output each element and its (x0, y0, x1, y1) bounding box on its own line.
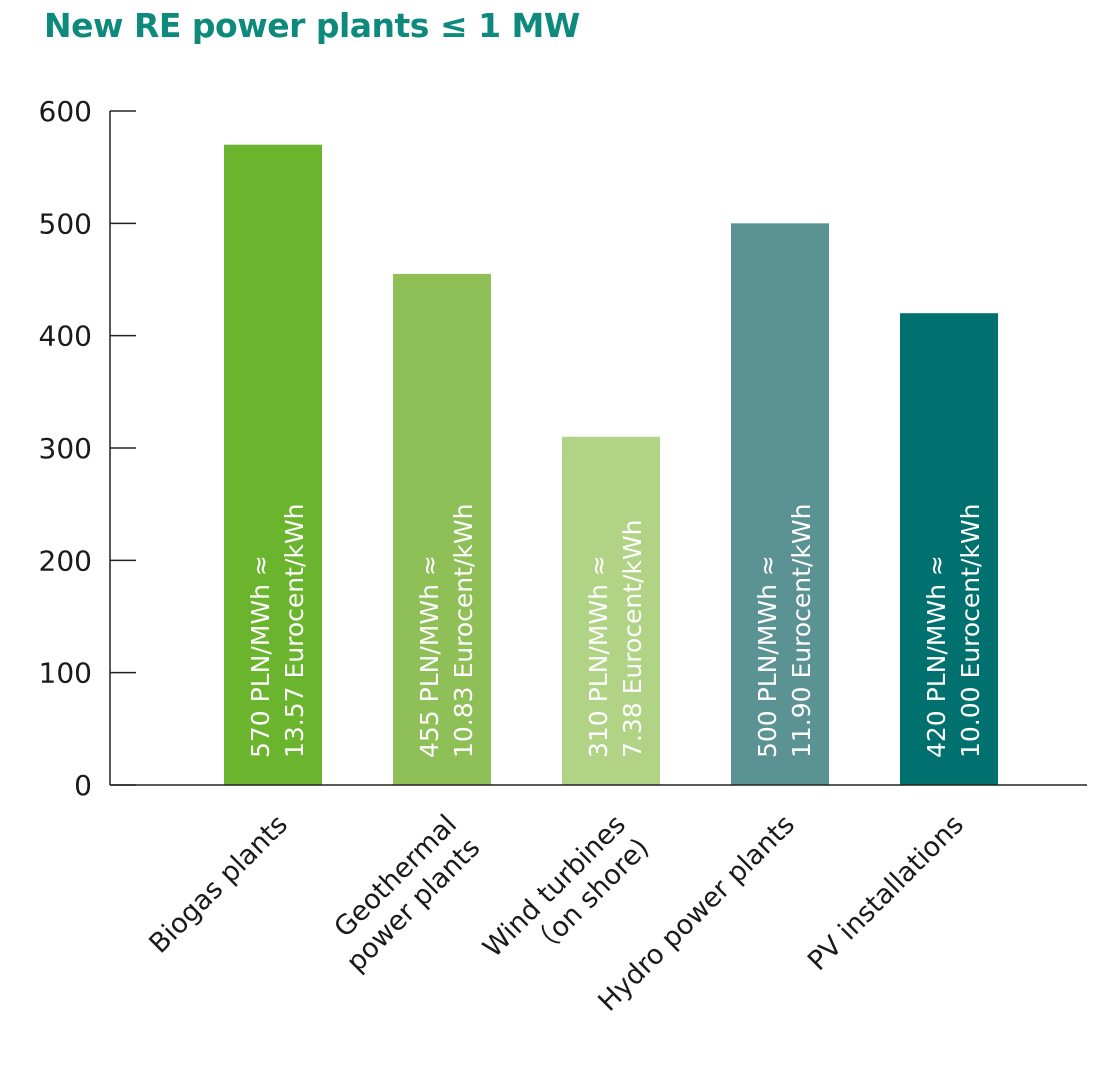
y-axis: 0 100 200 300 400 500 600 (39, 95, 136, 802)
bar-value-label: 10.00 Eurocent/kWh (956, 504, 985, 758)
bar (900, 313, 998, 785)
y-tick-label: 200 (39, 544, 92, 577)
y-tick-label: 300 (39, 432, 92, 465)
bar-value-label: 11.90 Eurocent/kWh (787, 504, 816, 758)
y-tick-label: 0 (74, 769, 92, 802)
bar (393, 273, 491, 785)
category-label-line: Biogas plants (143, 809, 293, 959)
category-label: Biogas plants (143, 809, 293, 959)
y-tick-label: 500 (39, 207, 92, 240)
bar-value-label: 10.83 Eurocent/kWh (449, 504, 478, 758)
bar-value-label: 310 PLN/MWh ≈ (584, 555, 613, 758)
y-tick-label: 600 (39, 95, 92, 128)
chart-title: New RE power plants ≤ 1 MW (44, 6, 580, 45)
bar-value-label: 455 PLN/MWh ≈ (415, 555, 444, 758)
bar-value-label: 570 PLN/MWh ≈ (246, 555, 275, 758)
bar-value-labels: 570 PLN/MWh ≈13.57 Eurocent/kWh 455 PLN/M… (246, 504, 985, 758)
bar (731, 223, 829, 786)
bar (562, 436, 660, 785)
bar-value-label: 7.38 Eurocent/kWh (618, 519, 647, 758)
bars (224, 144, 998, 786)
bar-value-label: 500 PLN/MWh ≈ (753, 555, 782, 758)
y-tick-label: 400 (39, 320, 92, 353)
y-tick-label: 100 (39, 657, 92, 690)
bar-value-label: 420 PLN/MWh ≈ (922, 555, 951, 758)
category-label: PV installations (802, 809, 970, 977)
category-label: Hydro power plants (592, 809, 801, 1018)
category-label-line: Hydro power plants (592, 809, 801, 1018)
bar (224, 144, 322, 785)
bar-value-label: 13.57 Eurocent/kWh (280, 504, 309, 758)
category-label-line: PV installations (802, 809, 970, 977)
